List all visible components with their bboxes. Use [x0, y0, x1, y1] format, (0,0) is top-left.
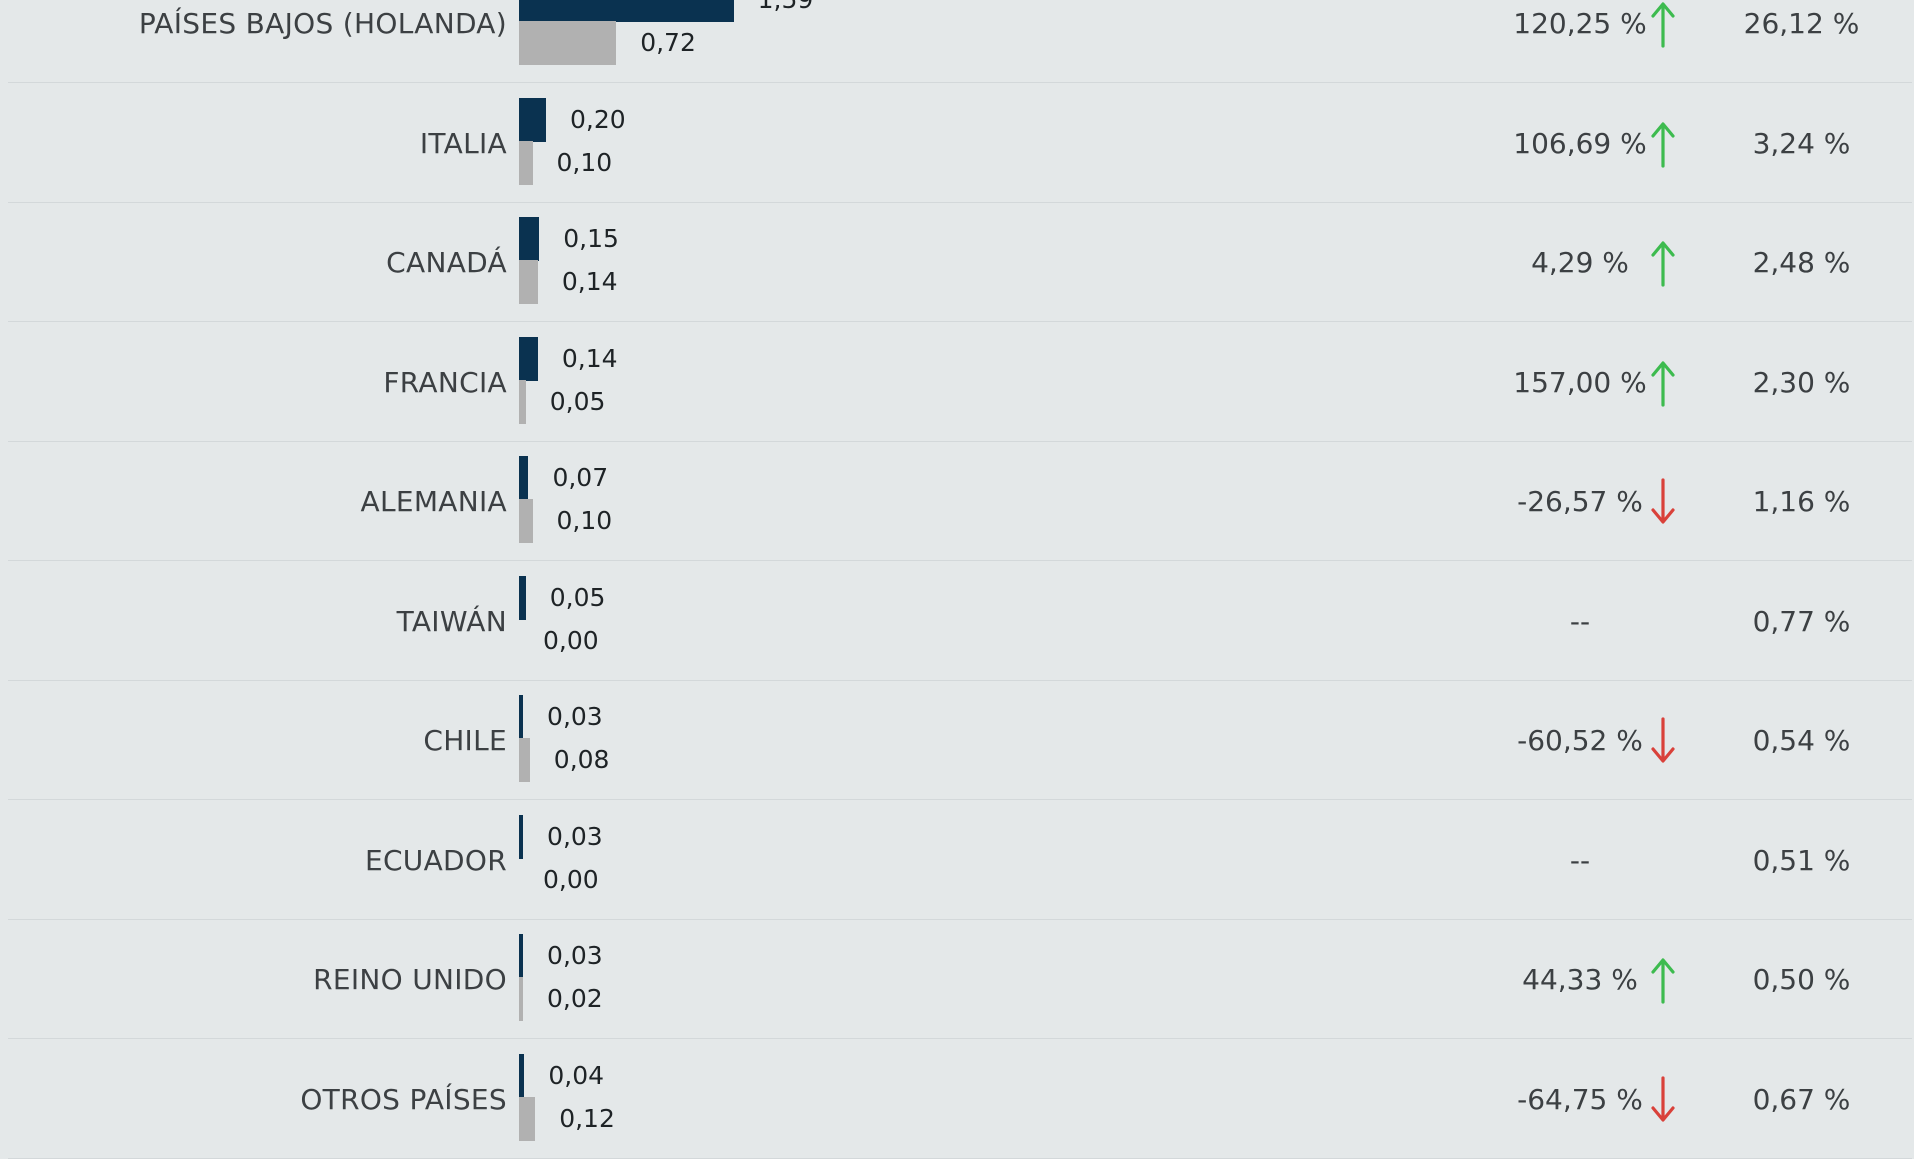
current-value-bar: [519, 0, 734, 22]
previous-value-label: 0,12: [559, 1103, 615, 1133]
previous-value-bar: [519, 140, 533, 185]
current-value-bar: [519, 217, 540, 261]
change-percent: 157,00 %: [1513, 365, 1647, 399]
current-value-bar: [519, 695, 524, 739]
previous-value-label: 0,72: [640, 28, 696, 57]
share-percent: 26,12 %: [1743, 7, 1860, 40]
current-value-label: 0,03: [547, 702, 603, 731]
arrow-down-icon: [1648, 716, 1678, 766]
share-percent: 0,54 %: [1752, 724, 1851, 757]
country-label: CHILE: [423, 724, 507, 757]
previous-value-label: 0,08: [553, 745, 610, 774]
current-value-bar: [519, 575, 526, 620]
table-row: ECUADOR 0,03 0,00 -- 0,51 %: [8, 801, 1912, 920]
previous-value-label: 0,00: [543, 864, 599, 894]
arrow-down-icon: [1648, 477, 1678, 527]
current-value-label: 0,03: [547, 941, 603, 970]
table-row: FRANCIA 0,14 0,05 157,00 % 2,30 %: [8, 323, 1912, 442]
country-label: ALEMANIA: [360, 485, 507, 518]
country-label: OTROS PAÍSES: [300, 1082, 507, 1116]
current-value-bar: [519, 456, 529, 500]
previous-value-bar: [519, 499, 533, 543]
country-label: ECUADOR: [364, 843, 507, 877]
current-value-label: 0,20: [570, 104, 626, 134]
change-percent: -60,52 %: [1517, 724, 1643, 757]
country-label: TAIWÁN: [396, 604, 507, 638]
arrow-up-icon: [1648, 119, 1678, 169]
arrow-up-icon: [1648, 955, 1678, 1005]
table-row: ITALIA 0,20 0,10 106,69 % 3,24 %: [8, 84, 1912, 203]
previous-value-bar: [519, 21, 617, 65]
change-percent: 44,33 %: [1522, 963, 1638, 996]
previous-value-label: 0,05: [549, 386, 606, 416]
share-percent: 2,30 %: [1752, 365, 1851, 399]
share-percent: 0,67 %: [1752, 1082, 1851, 1116]
current-value-label: 0,15: [563, 224, 619, 253]
table-row: CHILE 0,03 0,08 -60,52 % 0,54 %: [8, 681, 1912, 800]
table-row: ALEMANIA 0,07 0,10 -26,57 % 1,16 %: [8, 442, 1912, 561]
current-value-bar: [519, 97, 546, 142]
change-percent: 120,25 %: [1513, 7, 1647, 40]
current-value-label: 0,07: [552, 463, 609, 492]
current-value-label: 0,14: [561, 343, 618, 373]
table-row: OTROS PAÍSES 0,04 0,12 -64,75 % 0,67 %: [8, 1040, 1912, 1159]
arrow-up-icon: [1648, 0, 1678, 49]
share-percent: 0,77 %: [1752, 604, 1851, 638]
change-percent: -26,57 %: [1517, 485, 1643, 518]
country-label: ITALIA: [419, 126, 507, 160]
table-row: TAIWÁN 0,05 0,00 -- 0,77 %: [8, 562, 1912, 681]
previous-value-bar: [519, 260, 538, 304]
previous-value-label: 0,14: [561, 267, 618, 296]
country-label: CANADÁ: [386, 246, 507, 279]
change-percent: 106,69 %: [1513, 126, 1647, 160]
country-label: FRANCIA: [383, 365, 507, 399]
previous-value-label: 0,00: [543, 625, 599, 655]
country-label: REINO UNIDO: [313, 963, 507, 996]
change-percent: --: [1569, 604, 1591, 638]
change-percent: --: [1569, 843, 1591, 877]
table-row: PAÍSES BAJOS (HOLANDA) 1,59 0,72 120,25 % 26…: [8, 0, 1912, 83]
share-percent: 3,24 %: [1752, 126, 1851, 160]
share-percent: 0,50 %: [1752, 963, 1851, 996]
arrow-down-icon: [1648, 1075, 1678, 1125]
previous-value-label: 0,10: [556, 506, 613, 535]
change-percent: 4,29 %: [1531, 246, 1629, 279]
share-percent: 2,48 %: [1752, 246, 1851, 279]
share-percent: 0,51 %: [1752, 843, 1851, 877]
current-value-label: 0,05: [549, 582, 606, 612]
table-row: CANADÁ 0,15 0,14 4,29 % 2,48 %: [8, 203, 1912, 322]
current-value-bar: [519, 336, 538, 381]
previous-value-bar: [519, 379, 526, 424]
previous-value-label: 0,10: [556, 147, 613, 177]
table-row: REINO UNIDO 0,03 0,02 44,33 % 0,50 %: [8, 920, 1912, 1039]
previous-value-bar: [519, 977, 523, 1021]
current-value-bar: [519, 814, 524, 859]
arrow-up-icon: [1648, 358, 1678, 408]
current-value-bar: [519, 934, 524, 978]
country-label: PAÍSES BAJOS (HOLANDA): [138, 7, 507, 40]
arrow-up-icon: [1648, 238, 1678, 288]
previous-value-bar: [519, 1096, 536, 1141]
previous-value-label: 0,02: [547, 984, 603, 1013]
change-percent: -64,75 %: [1517, 1082, 1643, 1116]
current-value-label: 1,59: [758, 0, 814, 15]
current-value-label: 0,04: [548, 1060, 605, 1090]
current-value-bar: [519, 1053, 525, 1098]
current-value-label: 0,03: [547, 821, 603, 851]
previous-value-bar: [519, 738, 530, 782]
share-percent: 1,16 %: [1752, 485, 1851, 518]
